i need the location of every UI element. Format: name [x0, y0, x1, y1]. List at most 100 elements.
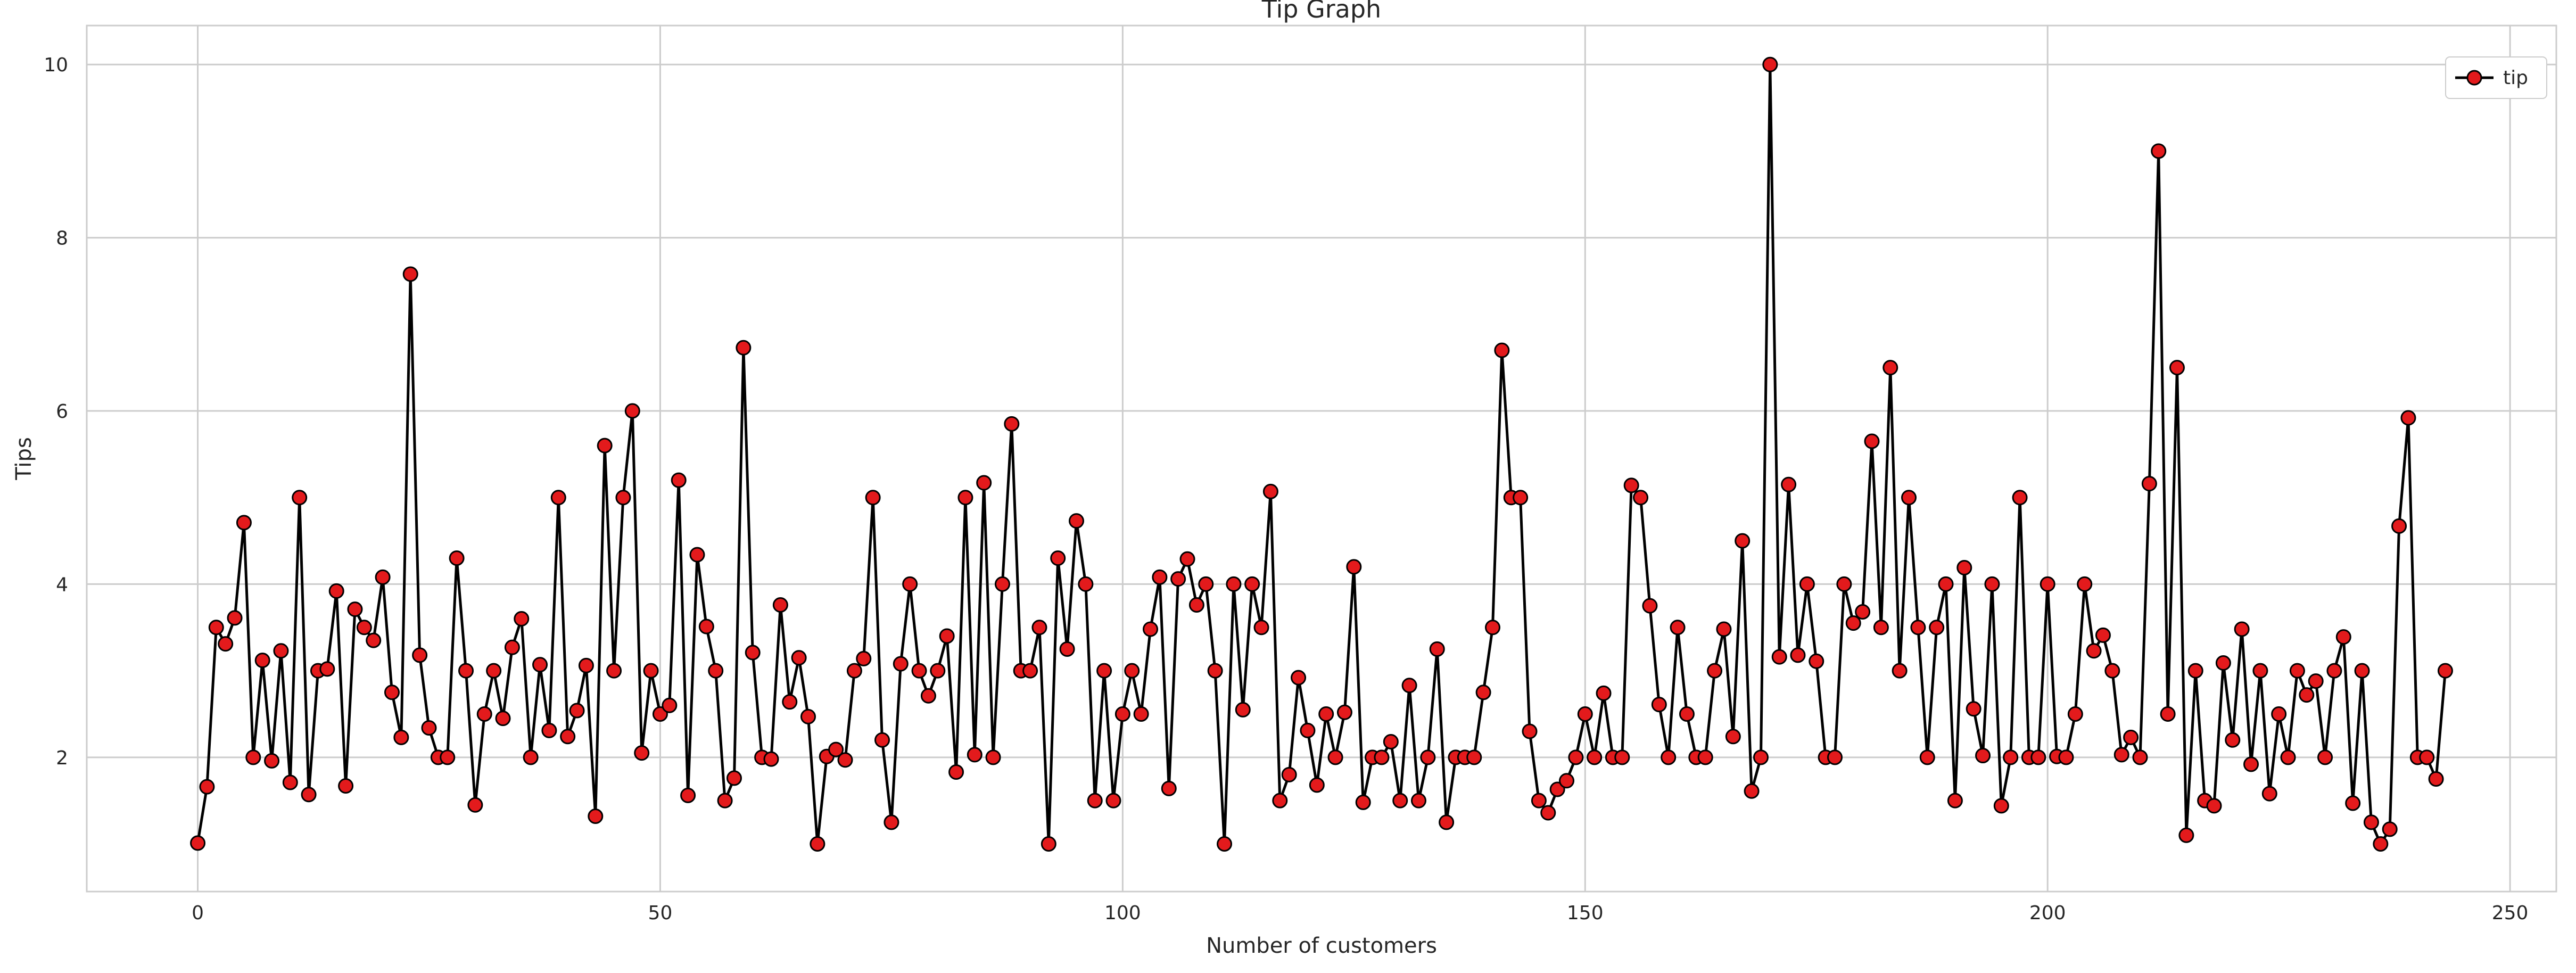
data-point [2335, 629, 2351, 645]
data-point [957, 490, 973, 506]
data-point [2123, 729, 2139, 745]
data-point [1642, 598, 1658, 614]
data-point [1133, 706, 1149, 722]
data-point [948, 764, 964, 780]
data-point [393, 729, 409, 745]
data-point [634, 745, 650, 761]
data-point [2141, 476, 2157, 492]
data-point [1031, 620, 1047, 636]
data-point [412, 647, 428, 663]
legend-box [2445, 56, 2547, 99]
data-point [1262, 483, 1278, 499]
data-point [1993, 798, 2009, 814]
data-point [1272, 793, 1288, 809]
data-point [440, 749, 456, 765]
data-point [1938, 576, 1954, 592]
data-point [1078, 576, 1094, 592]
data-point [1346, 559, 1362, 575]
data-point [745, 645, 761, 661]
data-point [736, 340, 752, 356]
data-point [698, 619, 714, 634]
data-point [2428, 771, 2444, 787]
data-point [708, 663, 724, 679]
data-point [486, 663, 502, 679]
data-point [1799, 576, 1815, 592]
data-point [828, 741, 844, 757]
data-point [1762, 56, 1778, 72]
data-point [1845, 615, 1861, 631]
data-point [1170, 571, 1186, 587]
data-point [1429, 641, 1445, 657]
data-point [884, 814, 899, 830]
data-point [1004, 416, 1020, 432]
data-point [2104, 663, 2120, 679]
data-point [1401, 678, 1417, 694]
data-point [328, 583, 344, 599]
data-point [1827, 749, 1843, 765]
data-point [680, 787, 696, 803]
data-point [301, 787, 317, 803]
data-point [624, 403, 640, 419]
data-point [375, 569, 391, 585]
legend: tip [2445, 56, 2547, 99]
data-point [2067, 706, 2083, 722]
data-point [578, 657, 594, 673]
data-point [800, 708, 816, 724]
data-point [504, 639, 520, 655]
data-point [1753, 749, 1769, 765]
data-point [985, 749, 1001, 765]
data-point [810, 836, 825, 852]
data-point [1661, 749, 1677, 765]
data-point [2400, 410, 2416, 426]
data-point [366, 632, 382, 648]
data-point [476, 706, 492, 722]
data-point [2308, 673, 2324, 689]
data-point [2243, 756, 2259, 772]
data-point [347, 601, 363, 617]
data-point [1494, 342, 1510, 358]
data-point [1466, 749, 1482, 765]
data-point [1143, 621, 1159, 637]
data-point [2058, 749, 2074, 765]
data-point [1984, 576, 2000, 592]
data-point [1207, 663, 1223, 679]
data-point [273, 643, 289, 659]
data-point [1790, 647, 1806, 663]
data-point [1577, 706, 1593, 722]
data-point [254, 653, 270, 669]
data-point [2169, 360, 2185, 376]
data-point [1439, 814, 1455, 830]
data-point [2187, 663, 2203, 679]
data-point [615, 490, 631, 506]
data-point [282, 774, 298, 790]
data-points [190, 56, 2453, 852]
data-point [893, 656, 909, 672]
data-point [1892, 663, 1908, 679]
data-point [1947, 793, 1963, 809]
data-point [1966, 701, 1981, 717]
y-tick-label: 6 [56, 401, 68, 423]
data-point [837, 752, 853, 768]
y-tick-label: 10 [44, 54, 68, 76]
data-point [2040, 576, 2055, 592]
data-point [1124, 663, 1140, 679]
data-point [2003, 749, 2019, 765]
data-point [1226, 576, 1242, 592]
legend-label-tip: tip [2503, 67, 2528, 89]
data-point [1087, 793, 1103, 809]
data-point [763, 751, 779, 767]
data-point [1670, 620, 1686, 636]
data-point [2317, 749, 2333, 765]
data-point [467, 797, 483, 813]
data-point [1540, 805, 1556, 821]
data-point [421, 720, 437, 736]
data-point [1836, 576, 1852, 592]
data-point [1559, 773, 1575, 789]
data-point [338, 778, 354, 794]
data-point [2178, 827, 2194, 843]
data-point [1022, 663, 1038, 679]
x-tick-label: 100 [1104, 902, 1141, 924]
data-point [1549, 781, 1565, 797]
data-point [2280, 749, 2296, 765]
data-point [1475, 685, 1491, 700]
